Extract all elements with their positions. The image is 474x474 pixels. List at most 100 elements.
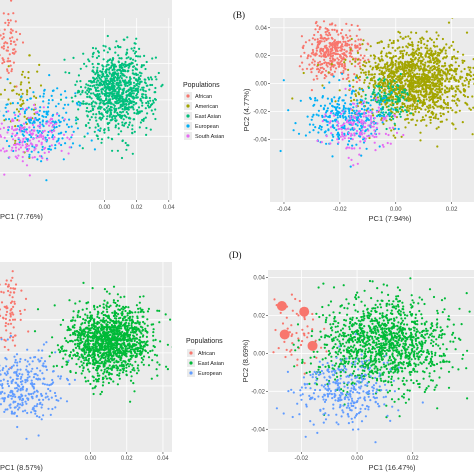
point-african xyxy=(12,305,15,308)
point-european xyxy=(337,103,341,106)
point-east-asian xyxy=(91,317,94,320)
point-south-asian xyxy=(25,143,28,146)
point-east-asian xyxy=(97,62,100,66)
point-east-asian xyxy=(120,156,124,160)
point-american xyxy=(399,56,402,59)
point-east-asian xyxy=(110,74,113,78)
point-american xyxy=(417,60,420,63)
point-american xyxy=(411,84,414,87)
point-american xyxy=(389,78,392,81)
point-european xyxy=(61,116,64,119)
point-south-asian xyxy=(19,125,22,128)
point-east-asian xyxy=(105,65,108,68)
point-african xyxy=(359,59,362,62)
point-american xyxy=(407,80,410,83)
point-south-asian xyxy=(368,135,371,138)
point-east-asian xyxy=(126,314,129,317)
point-african xyxy=(329,48,332,51)
point-american xyxy=(435,31,438,34)
point-east-asian xyxy=(137,311,140,314)
point-american xyxy=(426,105,429,108)
point-american xyxy=(419,55,423,58)
point-african xyxy=(337,65,340,68)
point-american xyxy=(436,66,439,69)
point-american xyxy=(396,47,399,50)
point-african xyxy=(2,12,5,15)
point-american xyxy=(389,103,392,106)
point-east-asian xyxy=(130,354,133,357)
point-african xyxy=(324,61,327,64)
point-american xyxy=(437,59,440,62)
point-east-asian xyxy=(53,304,56,307)
point-south-asian xyxy=(43,151,46,154)
point-south-asian xyxy=(364,115,368,118)
point-east-asian xyxy=(146,310,150,313)
point-european xyxy=(7,128,10,132)
point-east-asian xyxy=(398,107,401,110)
point-south-asian xyxy=(350,158,353,161)
point-american xyxy=(416,106,419,109)
point-american xyxy=(433,82,436,85)
point-east-asian xyxy=(87,359,90,362)
point-east-asian xyxy=(385,127,388,131)
point-african xyxy=(334,24,337,27)
point-east-asian xyxy=(116,72,119,75)
point-african xyxy=(325,51,328,54)
point-american xyxy=(458,90,461,93)
point-african xyxy=(0,76,2,79)
point-south-asian xyxy=(345,121,348,124)
point-south-asian xyxy=(377,106,380,109)
point-american xyxy=(412,62,415,65)
point-american xyxy=(439,71,442,74)
point-american xyxy=(26,90,29,93)
point-east-asian xyxy=(117,84,120,88)
point-american xyxy=(412,113,415,116)
point-east-asian xyxy=(102,372,105,375)
point-south-asian xyxy=(343,137,346,140)
point-east-asian xyxy=(151,57,154,60)
point-east-asian xyxy=(156,309,159,312)
point-european xyxy=(56,87,59,90)
point-east-asian xyxy=(144,67,147,71)
point-african xyxy=(298,65,301,68)
point-european xyxy=(331,104,334,107)
point-east-asian xyxy=(410,112,413,115)
point-south-asian xyxy=(52,138,55,141)
point-american xyxy=(461,59,464,62)
point-east-asian xyxy=(127,66,130,69)
point-american xyxy=(394,82,397,85)
point-south-asian xyxy=(19,146,22,149)
point-east-asian xyxy=(127,144,130,147)
point-south-asian xyxy=(356,121,359,124)
point-european xyxy=(4,106,7,109)
point-american xyxy=(409,98,412,101)
point-european xyxy=(325,109,328,112)
point-east-asian xyxy=(122,69,125,73)
point-african xyxy=(344,42,347,45)
panel-a-points xyxy=(0,0,164,182)
point-east-asian xyxy=(164,313,167,316)
point-european xyxy=(350,92,353,95)
point-european xyxy=(356,124,359,127)
point-east-asian xyxy=(106,51,109,54)
point-european xyxy=(321,115,324,119)
point-south-asian xyxy=(27,116,30,119)
point-african xyxy=(11,51,14,55)
point-east-asian xyxy=(103,99,106,103)
point-east-asian xyxy=(75,330,78,333)
point-east-asian xyxy=(136,55,140,58)
point-american xyxy=(396,68,399,71)
panel-a-x-tick-label: 0.02 xyxy=(131,205,143,211)
point-american xyxy=(431,110,434,113)
point-american xyxy=(458,109,461,112)
point-american xyxy=(362,39,365,42)
point-american xyxy=(385,52,388,55)
point-east-asian xyxy=(105,377,108,380)
point-african xyxy=(318,43,321,46)
point-american xyxy=(467,82,470,85)
point-east-asian xyxy=(111,138,114,141)
point-european xyxy=(47,102,50,105)
point-east-asian xyxy=(134,311,137,314)
point-east-asian xyxy=(87,340,90,343)
point-american xyxy=(458,99,461,102)
